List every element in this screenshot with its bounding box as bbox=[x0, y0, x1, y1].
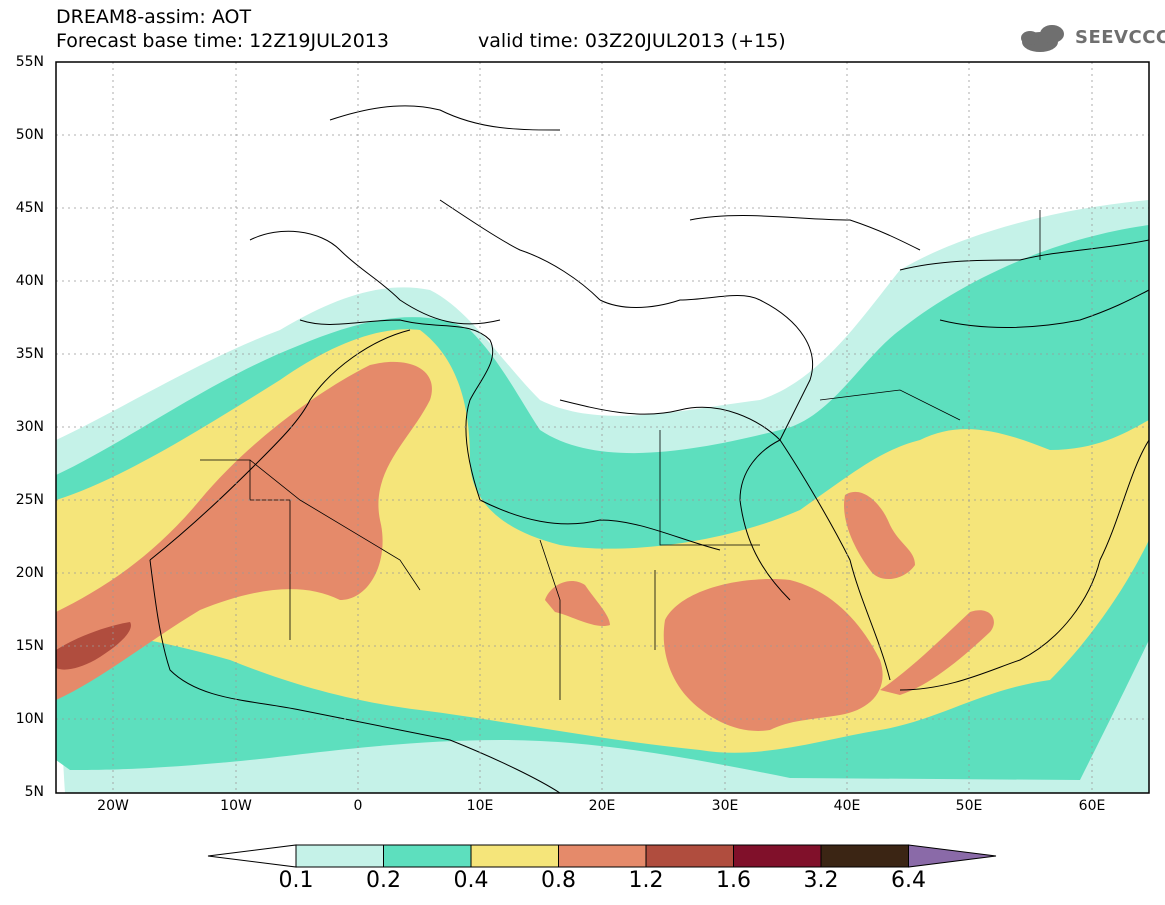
map-title: DREAM8-assim: AOT bbox=[56, 6, 252, 28]
colorbar-low-arrow bbox=[207, 844, 297, 868]
aot-contour-0.8-arabia bbox=[844, 491, 915, 580]
lon-label: 60E bbox=[1078, 798, 1106, 814]
colorbar-box-6 bbox=[733, 844, 822, 868]
lat-label: 15N bbox=[15, 638, 44, 654]
colorbar-label: 6.4 bbox=[891, 868, 926, 893]
lon-label: 30E bbox=[711, 798, 739, 814]
colorbar-box-7 bbox=[820, 844, 909, 868]
gridlines bbox=[56, 62, 1149, 793]
logo-text: SEEVCCC bbox=[1075, 27, 1165, 48]
aot-contour-0.8-sudan bbox=[663, 579, 883, 731]
aot-contour-0.8-yemen bbox=[880, 610, 994, 695]
lon-label: 10W bbox=[220, 798, 252, 814]
lat-label: 20N bbox=[15, 565, 44, 581]
colorbar-box-3 bbox=[470, 844, 559, 868]
valid-time: valid time: 03Z20JUL2013 (+15) bbox=[478, 30, 786, 52]
colorbar-box-5 bbox=[645, 844, 734, 868]
lon-label: 50E bbox=[955, 798, 983, 814]
colorbar-label: 1.6 bbox=[716, 868, 751, 893]
lat-label: 10N bbox=[15, 711, 44, 727]
cloud-icon bbox=[1021, 25, 1064, 52]
colorbar-label: 0.1 bbox=[278, 868, 314, 893]
lat-label: 30N bbox=[15, 419, 44, 435]
lon-label: 20E bbox=[588, 798, 616, 814]
forecast-base-time: Forecast base time: 12Z19JUL2013 bbox=[56, 30, 389, 52]
colorbar-label: 3.2 bbox=[803, 868, 839, 893]
lat-label: 45N bbox=[15, 200, 44, 216]
borders bbox=[200, 210, 1041, 700]
lat-label: 55N bbox=[15, 54, 44, 70]
lat-label: 40N bbox=[15, 273, 44, 289]
lat-label: 35N bbox=[15, 346, 44, 362]
lat-label: 50N bbox=[15, 127, 44, 143]
coastlines bbox=[149, 105, 1149, 793]
lat-label: 5N bbox=[24, 784, 44, 800]
map-frame bbox=[55, 61, 1150, 794]
colorbar-label: 0.4 bbox=[453, 868, 489, 893]
lat-label: 25N bbox=[15, 492, 44, 508]
lon-label: 10E bbox=[466, 798, 494, 814]
lon-label: 0 bbox=[353, 798, 363, 814]
colorbar bbox=[207, 844, 997, 868]
colorbar-label: 0.8 bbox=[541, 868, 576, 893]
aot-contour-0.8-chad bbox=[545, 580, 610, 627]
colorbar-box-2 bbox=[383, 844, 472, 868]
aot-contour-0.8-sahara bbox=[56, 361, 432, 700]
colorbar-high-arrow bbox=[908, 844, 997, 868]
lon-label: 20W bbox=[97, 798, 129, 814]
colorbar-label: 0.2 bbox=[366, 868, 401, 893]
colorbar-box-4 bbox=[558, 844, 647, 868]
colorbar-label: 1.2 bbox=[628, 868, 664, 893]
colorbar-box-1 bbox=[295, 844, 384, 868]
lon-label: 40E bbox=[833, 798, 861, 814]
